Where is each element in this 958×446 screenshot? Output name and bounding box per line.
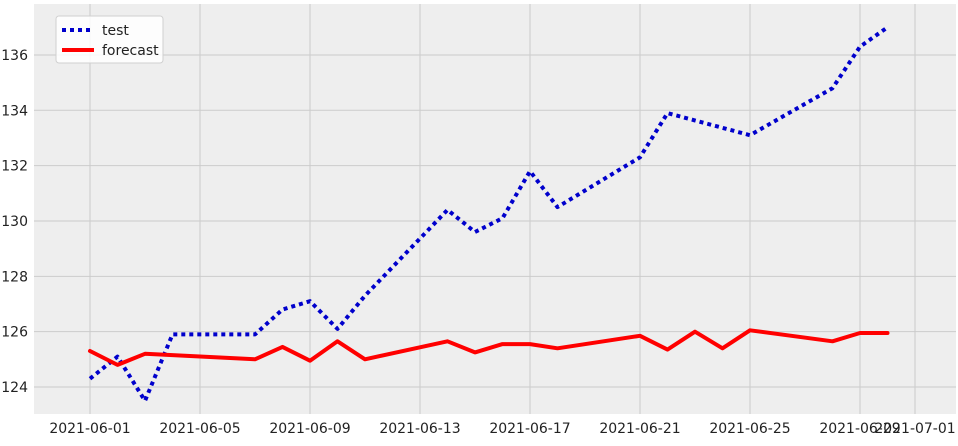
legend-label-forecast: forecast xyxy=(102,43,159,59)
tick-labels: 2021-06-01 2021-06-05 2021-06-09 2021-06-13… xyxy=(1,48,955,437)
series-line-forecast xyxy=(88,328,890,367)
y-tick-label: 128 xyxy=(1,269,28,285)
x-tick-label: 2021-06-29 xyxy=(819,421,900,437)
x-tick-label: 2021-06-01 xyxy=(49,421,130,437)
x-tick-label: 2021-06-25 xyxy=(709,421,790,437)
y-tick-label: 124 xyxy=(1,380,28,396)
legend-label-test: test xyxy=(102,23,129,39)
x-tick-label: 2021-06-17 xyxy=(489,421,570,437)
y-tick-label: 132 xyxy=(1,159,28,175)
plot-area xyxy=(34,4,956,414)
x-tick-label: 2021-06-21 xyxy=(599,421,680,437)
x-tick-label: 2021-06-09 xyxy=(269,421,350,437)
x-tick-label: 2021-07-01 xyxy=(874,421,955,437)
y-tick-label: 136 xyxy=(1,48,28,64)
legend: test forecast xyxy=(55,15,164,64)
grid-lines xyxy=(34,4,956,414)
y-tick-label: 130 xyxy=(1,214,28,230)
y-tick-label: 134 xyxy=(1,103,28,119)
x-tick-label: 2021-06-13 xyxy=(379,421,460,437)
y-tick-label: 126 xyxy=(1,325,28,341)
series-layer xyxy=(88,25,890,403)
x-tick-label: 2021-06-05 xyxy=(159,421,240,437)
